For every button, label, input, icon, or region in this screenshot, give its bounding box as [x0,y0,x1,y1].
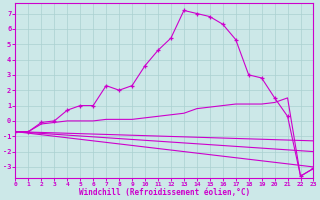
X-axis label: Windchill (Refroidissement éolien,°C): Windchill (Refroidissement éolien,°C) [79,188,250,197]
